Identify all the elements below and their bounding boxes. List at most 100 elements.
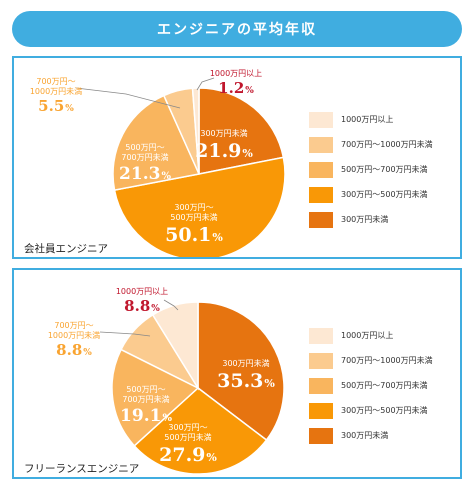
legend-item: 500万円～700万円未満 (309, 159, 433, 180)
slice-label-value: 8.8% (124, 297, 160, 315)
legend-swatch (309, 136, 333, 153)
legend-label: 1000万円以上 (341, 331, 394, 340)
slice-label-category: 700万円～ (36, 77, 75, 86)
slice-label-category: 300万円～ (168, 423, 207, 432)
legend-label: 300万円未満 (341, 215, 389, 224)
legend-label: 300万円～500万円未満 (341, 406, 428, 415)
legend: 1000万円以上 700万円～1000万円未満 500万円～700万円未満 30… (309, 325, 433, 450)
slice-label-category: 1000万円未満 (48, 330, 100, 340)
value-unit: % (242, 147, 253, 160)
value-unit: % (245, 86, 254, 96)
leader-line (75, 87, 181, 109)
slice-label-category: 700万円～ (54, 321, 93, 330)
leader-line (163, 299, 179, 311)
legend-swatch (309, 161, 333, 178)
legend-label: 700万円～1000万円未満 (341, 140, 433, 149)
pie-chart-employee: 300万円未満21.9%300万円～500万円未満50.1%500万円～700万… (30, 69, 286, 257)
legend: 1000万円以上 700万円～1000万円未満 500万円～700万円未満 30… (309, 109, 433, 234)
value-number: 8.8 (56, 341, 82, 359)
legend-item: 1000万円以上 (309, 109, 433, 130)
value-unit: % (162, 413, 172, 424)
slice-label-category: 1000万円以上 (116, 287, 168, 296)
slice-label: 300万円未満 35.3% (217, 358, 275, 392)
slice-label-value: 5.5% (38, 97, 74, 115)
slice-label-category: 300万円～ (174, 203, 213, 212)
value-number: 1.2 (218, 79, 244, 97)
slice-label: 500万円～700万円未満 19.1% (120, 385, 172, 426)
value-unit: % (151, 304, 160, 314)
value-unit: % (83, 348, 92, 358)
slice-label-value: 27.9% (159, 444, 217, 466)
slice-500-700 (111, 348, 200, 447)
slice-label-category: 500万円～ (126, 385, 165, 394)
legend-label: 300万円未満 (341, 431, 389, 440)
slice-label-value: 50.1% (165, 224, 223, 246)
slice-label-value: 35.3% (217, 370, 275, 392)
legend-item: 1000万円以上 (309, 325, 433, 346)
legend-label: 300万円～500万円未満 (341, 190, 428, 199)
chart-panel-freelance: 300万円未満 35.3% 300万円～ 500万円未満 27.9% 500万円～ 700万… (12, 268, 462, 479)
legend-swatch (309, 211, 333, 228)
legend-swatch (309, 111, 333, 128)
chart-caption: 会社員エンジニア (24, 243, 108, 255)
slice-under-300 (197, 301, 285, 442)
slice-label-category: 1000万円以上 (210, 69, 262, 78)
legend-swatch (309, 402, 333, 419)
pie-slices (111, 301, 285, 475)
slice-500-700 (112, 94, 201, 191)
legend-item: 300万円～500万円未満 (309, 184, 433, 205)
legend-swatch (309, 327, 333, 344)
chart-panel-employee: 300万円未満 21.9% 300万円～ 500万円未満 50.1% 500万円～ 700万… (12, 56, 462, 259)
slice-label-category: 700万円未満 (122, 394, 169, 404)
slice-label-value: 1.2% (218, 79, 254, 97)
legend-item: 500万円～700万円未満 (309, 375, 433, 396)
legend-item: 300万円未満 (309, 209, 433, 230)
page-title: エンジニアの平均年収 (12, 11, 462, 47)
value-number: 21.9 (195, 140, 241, 162)
value-number: 19.1 (120, 406, 161, 426)
slice-label: 500万円～700万円未満 21.3% (119, 143, 171, 184)
value-number: 5.5 (38, 97, 64, 115)
slice-label-category: 1000万円未満 (30, 86, 82, 96)
legend-swatch (309, 377, 333, 394)
legend-swatch (309, 427, 333, 444)
legend-swatch (309, 186, 333, 203)
slice-label: 300万円未満 21.9% (195, 128, 253, 162)
value-unit: % (264, 377, 275, 390)
slice-label-category: 500万円未満 (164, 432, 211, 442)
leader-line (196, 77, 215, 91)
slice-over-1000 (191, 87, 200, 175)
legend-label: 500万円～700万円未満 (341, 381, 428, 390)
slice-label: 300万円～500万円未満 27.9% (159, 423, 217, 466)
value-number: 35.3 (217, 370, 263, 392)
slice-label-category: 300万円未満 (200, 128, 247, 138)
slice-under-300 (198, 87, 285, 175)
slice-label-value: 21.9% (195, 140, 253, 162)
legend-label: 1000万円以上 (341, 115, 394, 124)
legend-label: 500万円～700万円未満 (341, 165, 428, 174)
slice-300-500 (133, 387, 268, 475)
legend-item: 700万円～1000万円未満 (309, 350, 433, 371)
slice-label-value: 19.1% (120, 406, 172, 426)
value-unit: % (161, 171, 171, 182)
value-unit: % (212, 231, 223, 244)
pie-chart-freelance: 300万円未満35.3%300万円～500万円未満27.9%500万円～700万… (48, 287, 285, 475)
value-unit: % (65, 104, 74, 114)
legend-item: 300万円～500万円未満 (309, 400, 433, 421)
slice-label-category: 500万円未満 (170, 212, 217, 222)
value-unit: % (206, 451, 217, 464)
slice-label-category: 300万円未満 (222, 358, 269, 368)
slice-over-1000 (151, 301, 199, 391)
slice-label: 300万円～500万円未満 50.1% (165, 203, 223, 246)
slice-label-value: 21.3% (119, 164, 171, 184)
legend-item: 300万円未満 (309, 425, 433, 446)
slice-label-category: 700万円未満 (121, 152, 168, 162)
legend-label: 700万円～1000万円未満 (341, 356, 433, 365)
slice-label-value: 8.8% (56, 341, 92, 359)
value-number: 8.8 (124, 297, 150, 315)
value-number: 50.1 (165, 224, 211, 246)
